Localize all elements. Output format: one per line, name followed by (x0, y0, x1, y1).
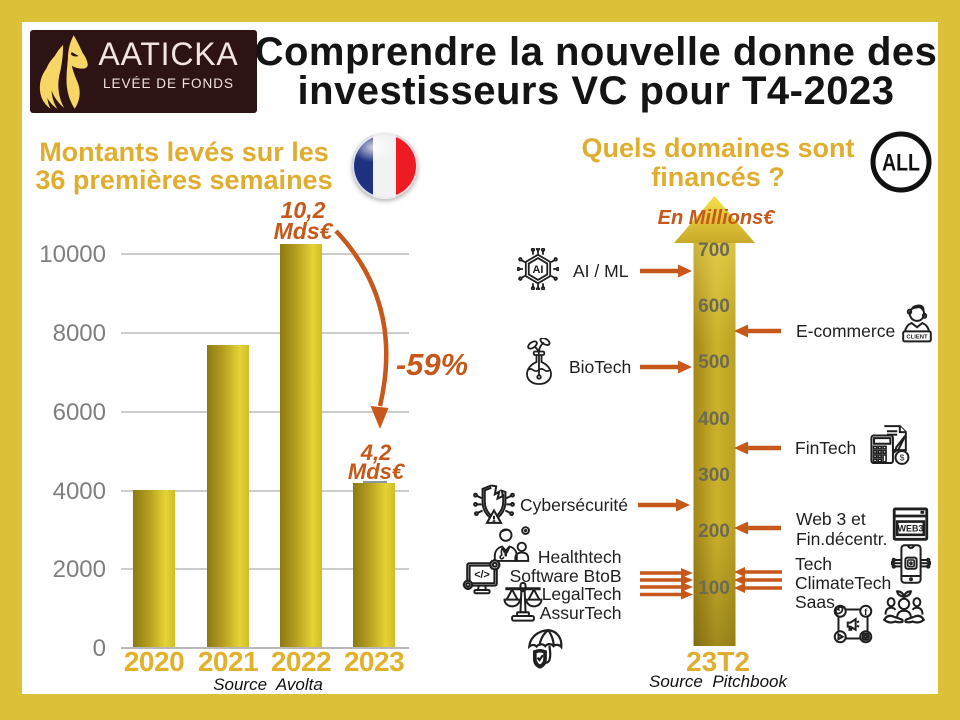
svg-text:</>: </> (474, 569, 490, 581)
svg-text:$: $ (900, 452, 905, 462)
svg-text:AI: AI (533, 264, 544, 276)
svg-text:WEB3: WEB3 (898, 524, 924, 534)
svg-text:f: f (864, 607, 868, 617)
svg-text:ALL: ALL (882, 150, 920, 177)
svg-text:CLIENT: CLIENT (906, 334, 928, 340)
